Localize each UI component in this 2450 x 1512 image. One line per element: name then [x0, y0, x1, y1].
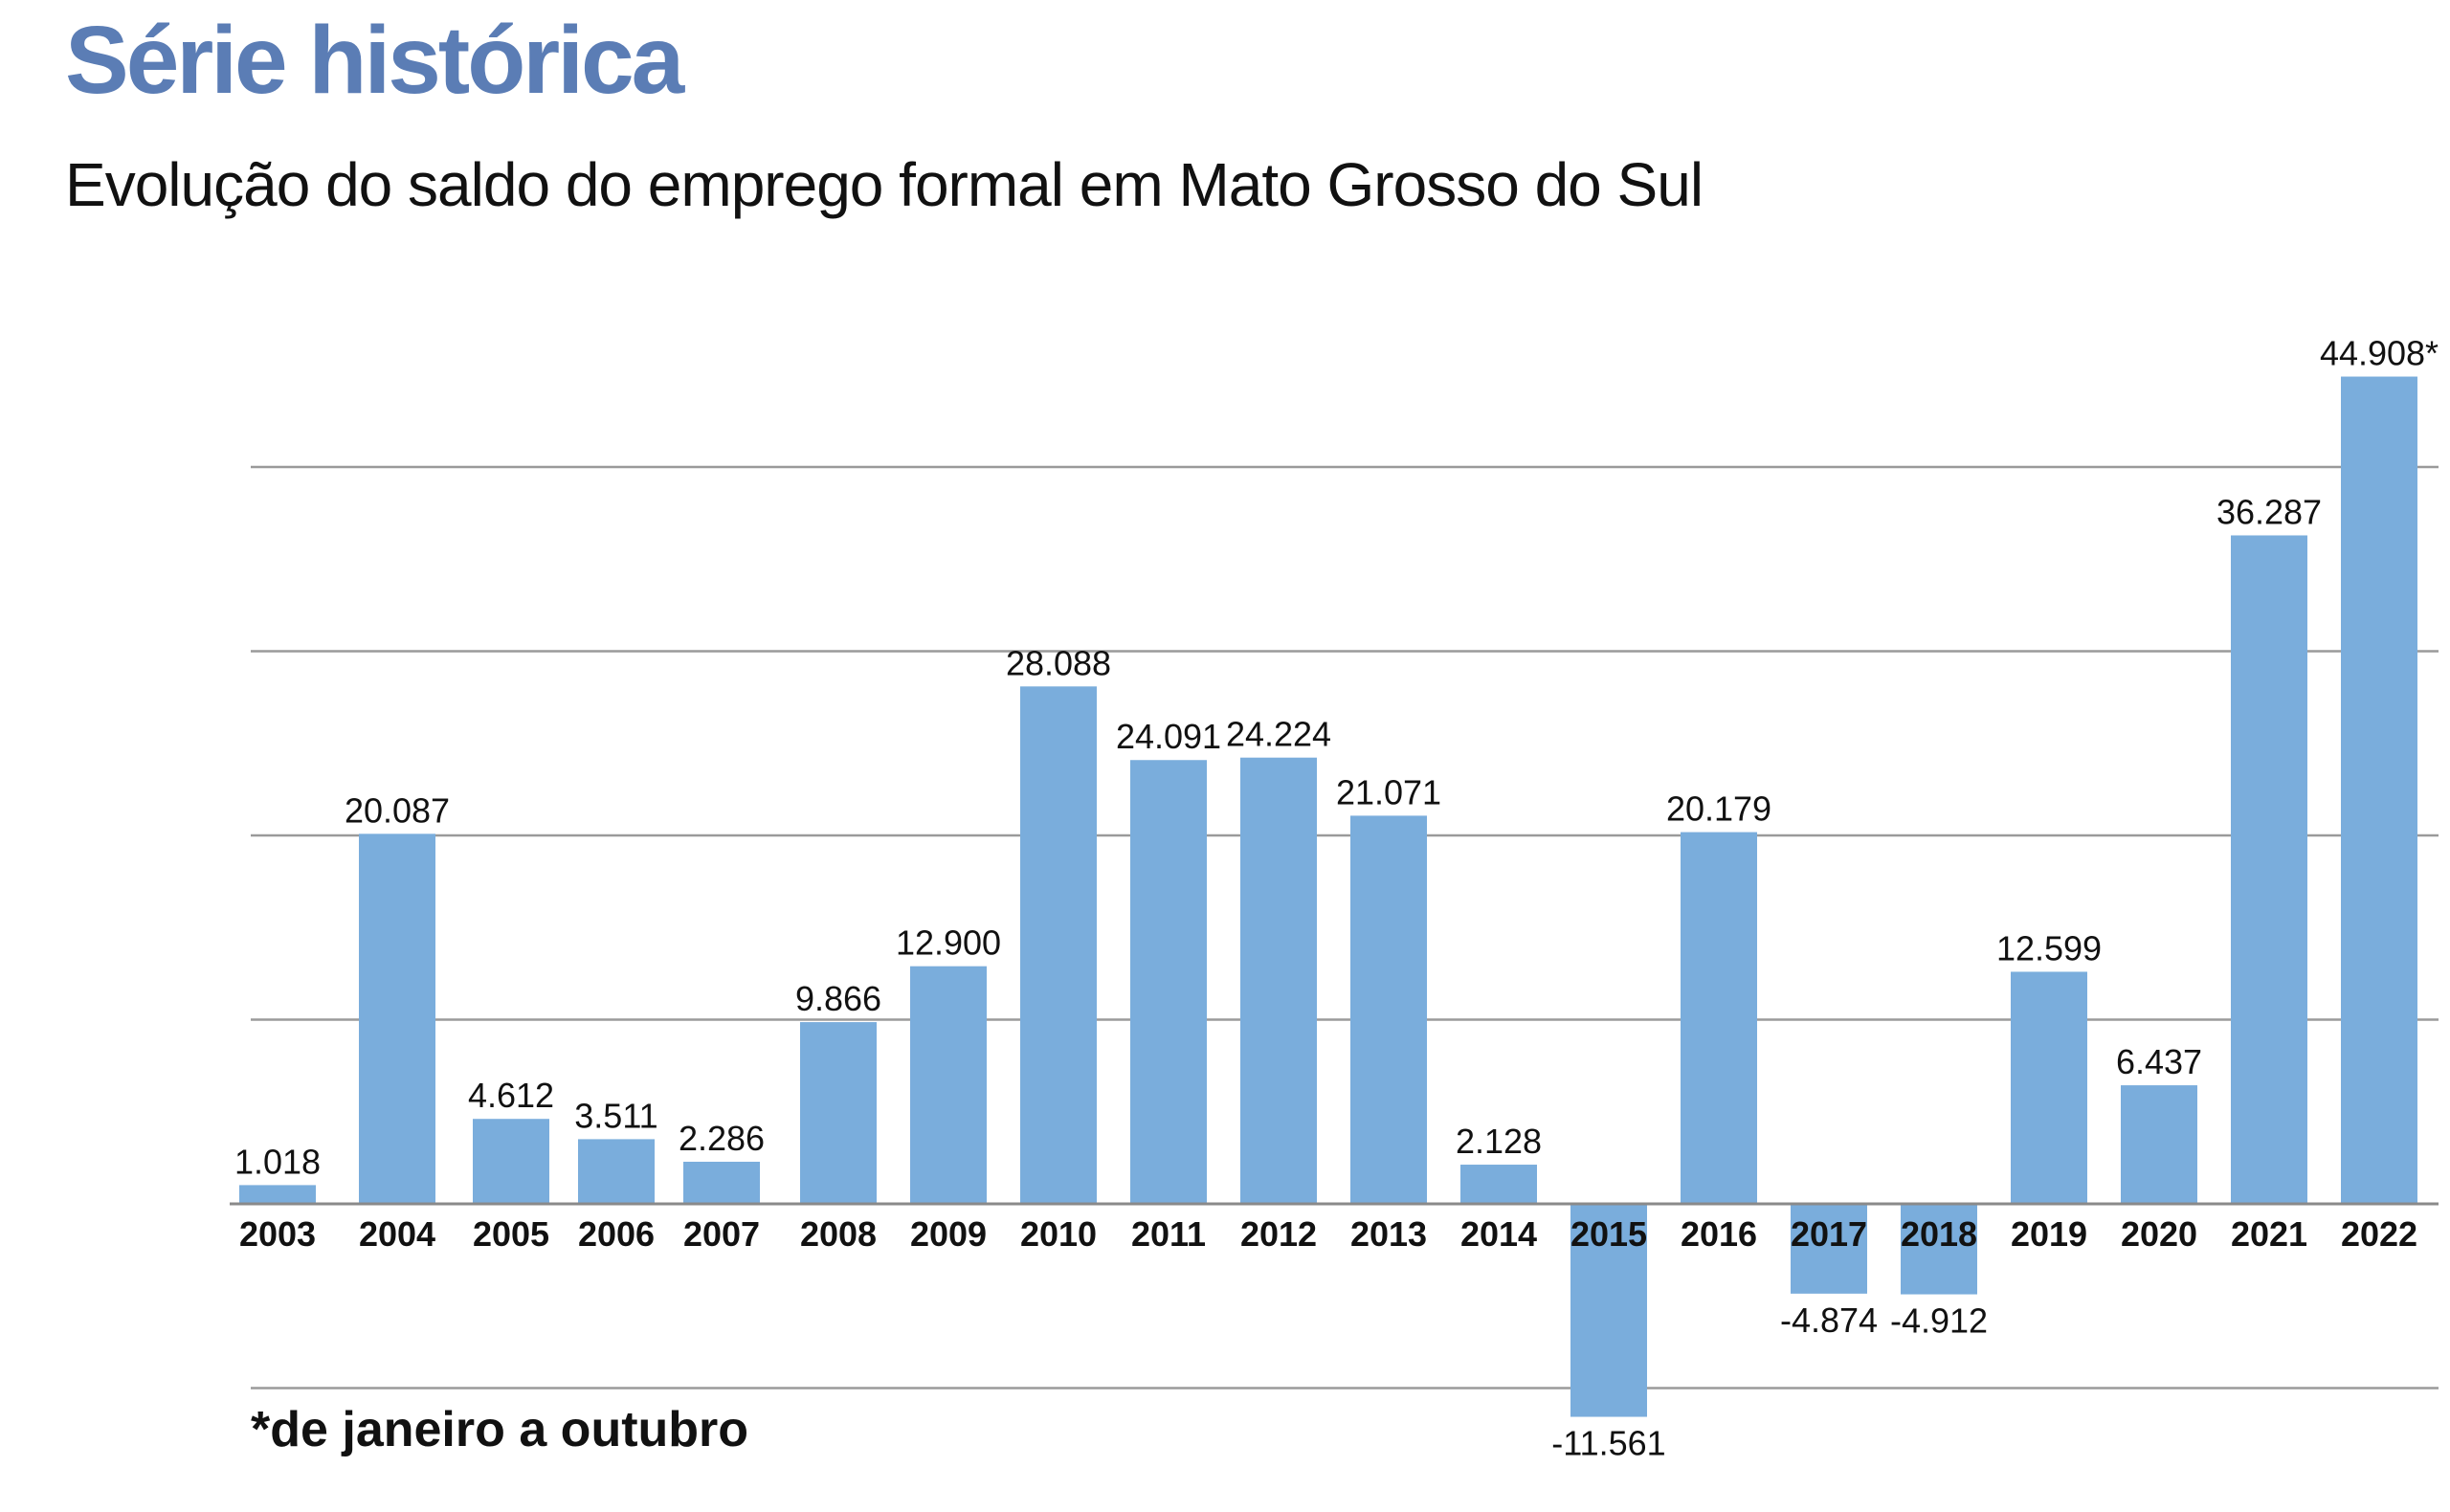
bar-2009 — [910, 966, 987, 1204]
value-label-2020: 6.437 — [2116, 1042, 2202, 1081]
value-label-2011: 24.091 — [1116, 717, 1221, 756]
value-label-2004: 20.087 — [345, 790, 450, 830]
bar-2011 — [1130, 760, 1207, 1204]
category-label-2012: 2012 — [1240, 1214, 1317, 1254]
bar-2008 — [800, 1022, 877, 1204]
value-label-2009: 12.900 — [896, 923, 1001, 963]
value-label-2008: 9.866 — [795, 979, 881, 1018]
category-label-2005: 2005 — [473, 1214, 549, 1254]
bar-2019 — [2011, 971, 2087, 1204]
bar-2021 — [2231, 535, 2307, 1204]
value-label-2015: -11.561 — [1551, 1424, 1665, 1463]
category-label-2008: 2008 — [800, 1214, 877, 1254]
bar-2004 — [359, 834, 435, 1204]
bar-2012 — [1240, 757, 1317, 1204]
value-label-2012: 24.224 — [1226, 715, 1331, 754]
value-label-2014: 2.128 — [1456, 1122, 1542, 1161]
category-label-2019: 2019 — [2011, 1214, 2087, 1254]
category-label-2004: 2004 — [359, 1214, 435, 1254]
value-label-2006: 3.511 — [574, 1096, 657, 1135]
category-label-2020: 2020 — [2121, 1214, 2197, 1254]
category-label-2015: 2015 — [1570, 1214, 1647, 1254]
category-label-2022: 2022 — [2341, 1214, 2417, 1254]
bar-2015 — [1570, 1204, 1647, 1417]
category-label-2021: 2021 — [2231, 1214, 2307, 1254]
category-label-2003: 2003 — [239, 1214, 316, 1254]
category-label-2010: 2010 — [1020, 1214, 1097, 1254]
value-label-2005: 4.612 — [468, 1076, 554, 1115]
bar-2014 — [1460, 1165, 1537, 1204]
value-label-2007: 2.286 — [679, 1119, 765, 1158]
bar-2017 — [1791, 1204, 1867, 1294]
value-label-2022: 44.908* — [2320, 334, 2439, 373]
bar-2013 — [1350, 815, 1427, 1204]
bar-2022 — [2341, 376, 2417, 1204]
category-label-2006: 2006 — [578, 1214, 655, 1254]
category-label-2007: 2007 — [683, 1214, 760, 1254]
category-label-2014: 2014 — [1460, 1214, 1537, 1254]
bar-2018 — [1901, 1204, 1977, 1295]
bar-2010 — [1020, 686, 1097, 1204]
value-label-2019: 12.599 — [1996, 928, 2102, 967]
category-labels: 2003 2004 2005 2006 2007 2008 2009 2010 2011 2012… — [239, 1214, 2417, 1254]
category-label-2017: 2017 — [1791, 1214, 1867, 1254]
super-title: Série histórica — [65, 7, 684, 114]
category-label-2009: 2009 — [910, 1214, 987, 1254]
bar-2020 — [2121, 1085, 2197, 1204]
value-label-2016: 20.179 — [1666, 789, 1771, 829]
category-label-2016: 2016 — [1681, 1214, 1757, 1254]
bar-2016 — [1681, 832, 1757, 1204]
category-label-2011: 2011 — [1131, 1214, 1206, 1254]
value-label-2017: -4.874 — [1780, 1301, 1878, 1340]
value-label-2003: 1.018 — [234, 1142, 321, 1181]
footnote: *de janeiro a outubro — [251, 1402, 749, 1457]
value-label-2013: 21.071 — [1336, 772, 1441, 812]
chart-title: Evolução do saldo do emprego formal em M… — [65, 150, 1704, 219]
value-labels: 1.018 20.087 4.612 3.511 2.286 9.866 12.900 28.… — [234, 334, 2439, 1463]
category-label-2013: 2013 — [1350, 1214, 1427, 1254]
bar-2003 — [239, 1185, 316, 1204]
bars — [239, 376, 2417, 1417]
category-label-2018: 2018 — [1901, 1214, 1977, 1254]
bar-2007 — [683, 1161, 760, 1204]
bar-2005 — [473, 1119, 549, 1204]
value-label-2021: 36.287 — [2216, 492, 2322, 531]
value-label-2018: -4.912 — [1890, 1301, 1988, 1341]
bar-2006 — [578, 1139, 655, 1204]
value-label-2010: 28.088 — [1006, 643, 1111, 682]
